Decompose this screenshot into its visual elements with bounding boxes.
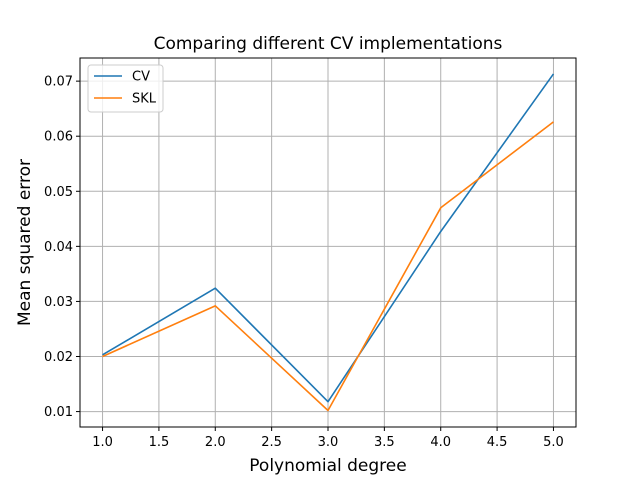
x-tick-label: 3.0 — [318, 435, 339, 450]
x-tick-label: 5.0 — [543, 435, 564, 450]
series-lines — [102, 73, 555, 412]
legend-label-skl: SKL — [132, 92, 157, 107]
x-tick-label: 1.0 — [92, 435, 113, 450]
y-tick-label: 0.07 — [44, 75, 73, 90]
legend: CV SKL — [87, 64, 164, 113]
x-tick-label: 4.5 — [487, 435, 508, 450]
x-tick-label: 2.0 — [205, 435, 226, 450]
y-tick-label: 0.05 — [44, 185, 73, 200]
x-tick-label: 4.0 — [430, 435, 451, 450]
legend-label-cv: CV — [132, 70, 150, 85]
y-tick-label: 0.02 — [44, 350, 73, 365]
y-tick-label: 0.03 — [44, 295, 73, 310]
x-tick-label: 1.5 — [149, 435, 170, 450]
y-tick-label: 0.06 — [44, 130, 73, 145]
y-tick-label: 0.04 — [44, 240, 73, 255]
series-line-skl — [102, 121, 554, 412]
x-tick-label: 3.5 — [374, 435, 395, 450]
x-axis-label: Polynomial degree — [249, 456, 406, 476]
chart-title: Comparing different CV implementations — [154, 34, 503, 54]
grid-lines — [80, 58, 576, 427]
y-tick-label: 0.01 — [44, 405, 73, 420]
x-tick-label: 2.5 — [261, 435, 282, 450]
axis-ticks: 1.0 1.5 2.0 2.5 3.0 3.5 4.0 4.5 5.0 0.01 0.02 0.03 0… — [44, 75, 564, 450]
y-axis-label: Mean squared error — [15, 159, 35, 326]
